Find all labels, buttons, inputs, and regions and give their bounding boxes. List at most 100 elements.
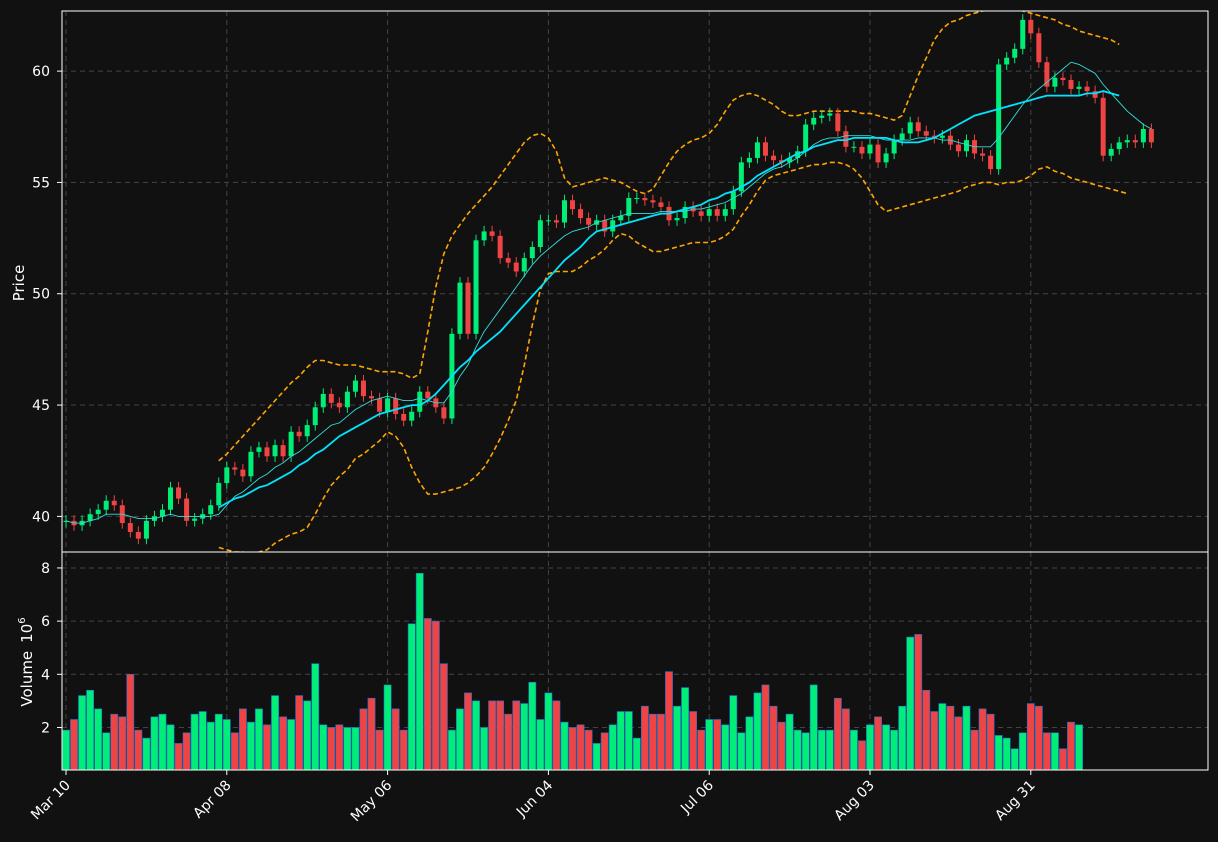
volume-bar	[1002, 737, 1011, 771]
volume-bar	[287, 719, 296, 771]
volume-bar	[938, 703, 947, 771]
volume-bar	[697, 729, 706, 771]
volume-bar	[705, 719, 714, 771]
candle-body	[296, 431, 302, 437]
candle-body	[369, 396, 375, 399]
volume-bar	[439, 663, 448, 771]
candle-body	[87, 514, 93, 521]
candle-body	[377, 398, 383, 412]
candle-body	[907, 122, 913, 134]
volume-tick-label: 4	[41, 667, 50, 683]
candle-body	[1084, 86, 1090, 92]
price-tick-label: 50	[32, 287, 50, 303]
candle-body	[899, 133, 905, 141]
volume-bar	[528, 681, 537, 771]
volume-bar	[367, 697, 376, 771]
candle-body	[980, 153, 986, 156]
candle-body	[159, 509, 165, 517]
volume-bar	[552, 700, 561, 771]
candle-body	[730, 191, 736, 210]
candle-body	[923, 131, 929, 136]
volume-bar	[343, 727, 352, 771]
candle-body	[489, 231, 495, 236]
volume-bar	[882, 724, 890, 771]
candle-body	[610, 220, 616, 232]
volume-bar	[166, 724, 175, 771]
volume-bar	[1051, 732, 1059, 771]
candle-body	[1028, 19, 1034, 34]
volume-bar	[327, 727, 336, 771]
candle-body	[176, 487, 182, 499]
candle-body	[1148, 128, 1154, 143]
candle-body	[795, 151, 801, 158]
candle-body	[698, 211, 704, 216]
volume-bar	[809, 684, 818, 771]
candle-body	[851, 146, 857, 148]
candle-body	[328, 393, 334, 403]
candle-body	[915, 122, 921, 132]
candle-body	[481, 231, 487, 241]
bollinger-bands	[218, 11, 1128, 552]
candle-body	[232, 467, 238, 470]
volume-bar	[946, 705, 955, 771]
candle-body	[1108, 149, 1114, 156]
candle-body	[634, 198, 640, 200]
volume-bar	[866, 724, 874, 771]
candle-body	[931, 135, 937, 138]
candle-body	[248, 451, 254, 477]
volume-bar	[1059, 748, 1067, 771]
volume-bar	[737, 732, 746, 771]
volume-y-axis: 2 4 6 8	[41, 561, 62, 736]
volume-bar	[874, 716, 882, 771]
candle-body	[441, 407, 447, 419]
volume-bar	[592, 743, 601, 771]
candle-body	[184, 498, 190, 521]
volume-bar	[407, 623, 416, 771]
volume-bar	[954, 716, 963, 771]
volume-bar	[801, 732, 810, 771]
candle-body	[352, 380, 358, 392]
volume-bar	[134, 729, 143, 771]
volume-bar	[86, 689, 95, 771]
volume-axis-label-exponent: 6	[17, 617, 28, 623]
volume-bar	[898, 705, 907, 771]
candle-body	[417, 391, 423, 412]
volume-bar	[62, 729, 70, 771]
volume-bar	[657, 713, 665, 771]
volume-bar	[247, 721, 255, 771]
volume-bar	[890, 729, 899, 771]
candle-body	[578, 209, 584, 219]
candle-body	[336, 402, 342, 408]
candle-body	[706, 209, 712, 216]
volume-bar	[222, 719, 231, 771]
candle-body	[867, 144, 873, 154]
candle-body	[1068, 80, 1074, 89]
candle-body	[63, 520, 69, 522]
volume-bar	[922, 689, 931, 771]
volume-bar	[681, 687, 689, 771]
candle-body	[658, 202, 664, 207]
candle-body	[779, 160, 785, 163]
ma-slow-line	[218, 90, 1120, 509]
volume-bar	[536, 719, 545, 771]
bollinger-upper-line	[218, 11, 1120, 462]
volume-bar	[70, 719, 78, 771]
volume-bar	[777, 721, 786, 771]
candle-body	[111, 500, 117, 506]
candle-body	[505, 258, 511, 263]
volume-bar	[150, 716, 159, 771]
candle-body	[1012, 48, 1018, 58]
candle-body	[762, 142, 768, 156]
volume-bar	[271, 695, 279, 771]
volume-axis-label-base: 10	[18, 624, 36, 643]
candle-body	[803, 124, 809, 152]
candle-body	[103, 500, 109, 510]
candle-body	[875, 144, 881, 163]
candle-body	[746, 157, 752, 163]
candle-body	[811, 117, 817, 125]
candle-body	[1076, 86, 1082, 89]
candle-body	[465, 282, 471, 334]
candle-body	[722, 209, 728, 216]
price-y-axis: 40 45 50 55 60	[32, 64, 62, 525]
candle-body	[513, 262, 519, 272]
